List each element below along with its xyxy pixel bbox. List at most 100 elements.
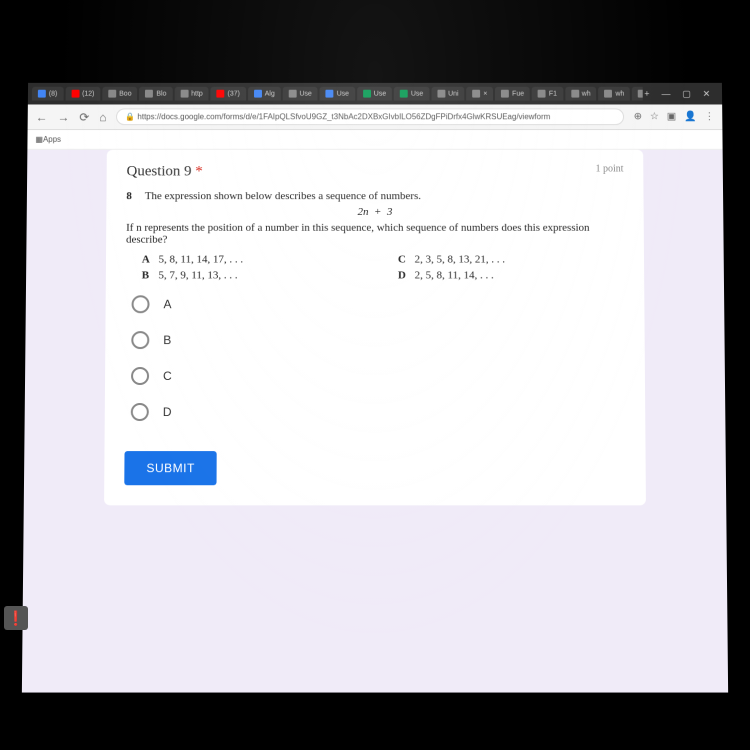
radio-circle (132, 295, 150, 313)
tab-favicon (289, 90, 297, 98)
forward-button[interactable]: → (57, 110, 69, 124)
tab-label: Use (300, 90, 312, 97)
tab-label: Use (374, 90, 386, 97)
menu-icon[interactable]: ⋮ (704, 111, 714, 122)
question-body: 8 The expression shown below describes a… (126, 190, 624, 281)
tab-label: × (483, 90, 487, 97)
tab-favicon (604, 90, 612, 98)
browser-tab[interactable]: wh (565, 87, 597, 101)
browser-tab[interactable]: (37) (211, 87, 246, 101)
home-button[interactable]: ⌂ (99, 110, 106, 124)
search-icon[interactable]: ⊕ (634, 111, 642, 122)
apps-icon[interactable]: ▦ (35, 135, 43, 144)
tab-label: Uni (448, 90, 458, 97)
browser-tab[interactable]: Alg (248, 87, 281, 101)
browser-tab[interactable]: Blo (139, 87, 172, 101)
radio-option-d[interactable]: D (131, 403, 626, 421)
browser-tab[interactable]: × (466, 87, 493, 101)
apps-label[interactable]: Apps (43, 135, 61, 144)
close-button[interactable]: ✕ (703, 88, 711, 99)
star-icon[interactable]: ☆ (650, 111, 659, 122)
bookmarks-bar: ▦ Apps (27, 130, 722, 150)
lock-icon: 🔒 (125, 112, 135, 121)
browser-tab[interactable]: http (174, 87, 208, 101)
extension-icon[interactable]: ▣ (667, 111, 676, 122)
profile-icon[interactable]: 👤 (684, 111, 696, 122)
window-controls: + — ▢ ✕ (644, 88, 718, 99)
tab-favicon (326, 90, 334, 98)
tab-favicon (437, 90, 445, 98)
tab-bar: (8) (12) Boo Blo http (37) Alg Use Use Use Use Uni ×… (28, 83, 722, 105)
browser-tab[interactable]: Use (357, 87, 392, 101)
tab-label: wh (615, 90, 624, 97)
browser-tab[interactable]: Fue (495, 87, 530, 101)
choice-c: C 2, 3, 5, 8, 13, 21, . . . (398, 254, 624, 266)
minimize-button[interactable]: — (661, 88, 670, 99)
tab-label: (8) (49, 90, 58, 97)
browser-tab[interactable]: Uni (431, 87, 464, 101)
tab-label: http (191, 90, 203, 97)
url-input[interactable]: 🔒 https://docs.google.com/forms/d/e/1FAI… (116, 108, 624, 125)
back-button[interactable]: ← (36, 110, 48, 124)
tab-label: Alg (265, 90, 275, 97)
choice-b: B 5, 7, 9, 11, 13, . . . (142, 269, 368, 281)
browser-tab[interactable]: F1 (532, 87, 563, 101)
tab-favicon (538, 90, 546, 98)
tab-favicon (180, 90, 188, 98)
url-text: https://docs.google.com/forms/d/e/1FAIpQ… (137, 112, 550, 121)
tab-label: Fue (512, 90, 524, 97)
tab-favicon (571, 90, 579, 98)
radio-label: C (163, 369, 172, 383)
question-number: 8 (126, 190, 142, 202)
browser-tab[interactable]: Use (394, 87, 429, 101)
browser-tab[interactable]: (8) (632, 87, 642, 101)
feedback-icon[interactable]: ❗ (4, 606, 28, 630)
browser-tab[interactable]: (8) (32, 87, 63, 101)
browser-window: (8) (12) Boo Blo http (37) Alg Use Use Use Use Uni ×… (22, 83, 728, 693)
tab-favicon (400, 90, 408, 98)
choice-a: A 5, 8, 11, 14, 17, . . . (142, 254, 368, 266)
submit-button[interactable]: SUBMIT (124, 451, 217, 485)
question-subtext: If n represents the position of a number… (126, 222, 624, 246)
radio-circle (131, 331, 149, 349)
tab-label: wh (582, 90, 591, 97)
browser-tab[interactable]: Use (283, 87, 318, 101)
tab-label: (37) (228, 90, 240, 97)
browser-tab[interactable]: Use (320, 87, 355, 101)
answer-choices: A 5, 8, 11, 14, 17, . . . C 2, 3, 5, 8, … (142, 254, 625, 282)
radio-option-b[interactable]: B (131, 331, 624, 349)
radio-option-c[interactable]: C (131, 367, 625, 385)
radio-option-a[interactable]: A (132, 295, 625, 313)
page-content: Question 9 * 1 point 8 The expression sh… (22, 150, 728, 693)
radio-circle (131, 403, 149, 421)
browser-tab[interactable]: wh (599, 87, 631, 101)
new-tab-button[interactable]: + (644, 88, 649, 99)
radio-circle (131, 367, 149, 385)
reload-button[interactable]: ⟳ (79, 110, 89, 124)
radio-label: B (163, 333, 171, 347)
tab-favicon (108, 90, 116, 98)
browser-tab[interactable]: Boo (102, 87, 137, 101)
tab-favicon (501, 90, 509, 98)
radio-label: A (163, 297, 171, 311)
tab-favicon (217, 90, 225, 98)
tab-label: (12) (82, 90, 94, 97)
tab-favicon (363, 90, 371, 98)
tab-label: F1 (549, 90, 557, 97)
tab-favicon (638, 90, 642, 98)
tab-list: (8) (12) Boo Blo http (37) Alg Use Use Use Use Uni ×… (32, 87, 643, 101)
maximize-button[interactable]: ▢ (682, 88, 691, 99)
radio-label: D (163, 405, 172, 419)
browser-tab[interactable]: (12) (65, 87, 100, 101)
tab-label: Boo (119, 90, 131, 97)
tab-favicon (254, 90, 262, 98)
question-points: 1 point (596, 164, 624, 181)
tab-favicon (38, 90, 46, 98)
radio-group: A B C D (131, 295, 626, 421)
tab-label: Blo (156, 90, 166, 97)
tab-favicon (472, 90, 480, 98)
tab-favicon (71, 90, 79, 98)
choice-d: D 2, 5, 8, 11, 14, . . . (398, 269, 624, 281)
tab-favicon (145, 90, 153, 98)
tab-label: Use (411, 90, 423, 97)
